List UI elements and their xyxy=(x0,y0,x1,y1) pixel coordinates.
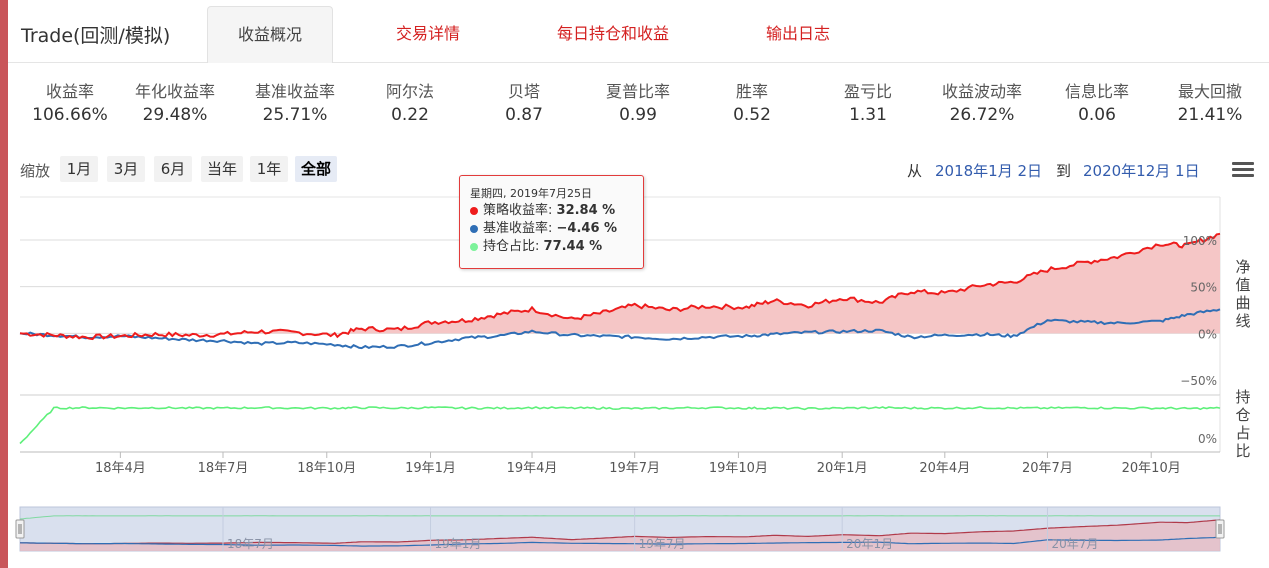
tab-trade-details[interactable]: 交易详情 xyxy=(395,24,460,43)
chart-menu-icon[interactable] xyxy=(1232,162,1254,180)
stat-label: 阿尔法 xyxy=(385,82,434,101)
y-axis-title: 线 xyxy=(1235,312,1250,330)
stat-label: 夏普比率 xyxy=(605,82,670,101)
navigator-tick-label: 19年7月 xyxy=(639,537,686,551)
stat-value: 0.99 xyxy=(619,105,657,125)
stat-label: 盈亏比 xyxy=(843,82,892,101)
stat-3: 阿尔法 0.22 xyxy=(355,82,465,128)
x-tick-label: 19年10月 xyxy=(709,461,768,476)
zoom-ytd-button[interactable]: 当年 xyxy=(201,156,243,182)
header: Trade(回测/模拟) 收益概况 交易详情 每日持仓和收益 输出日志 xyxy=(8,0,1269,63)
x-tick-label: 20年10月 xyxy=(1122,461,1181,476)
tooltip-date: 星期四, 2019年7月25日 xyxy=(470,187,592,200)
range-to-label: 到 xyxy=(1056,162,1072,180)
stat-value: 26.72% xyxy=(949,105,1015,125)
benchmark-dot-icon xyxy=(470,224,478,233)
zoom-3m-button[interactable]: 3月 xyxy=(107,156,145,182)
navigator-tick-label: 20年1月 xyxy=(846,537,893,551)
stat-value: 0.87 xyxy=(505,105,543,125)
x-tick-label: 18年7月 xyxy=(198,461,249,476)
stat-label: 年化收益率 xyxy=(134,82,215,101)
y2-axis-title: 比 xyxy=(1235,442,1250,460)
stat-value: 106.66% xyxy=(32,105,108,125)
tooltip-row-benchmark: 基准收益率: −4.46 % xyxy=(470,220,617,238)
tab-daily-positions[interactable]: 每日持仓和收益 xyxy=(556,24,669,43)
range-to-date[interactable]: 2020年12月 1日 xyxy=(1083,162,1200,180)
stat-value: 0.52 xyxy=(733,105,771,125)
stat-2: 基准收益率 25.71% xyxy=(240,82,350,128)
navigator-right-handle[interactable] xyxy=(1215,519,1225,539)
navigator-tick-label: 19年1月 xyxy=(435,537,482,551)
stat-4: 贝塔 0.87 xyxy=(469,82,579,128)
stat-label: 贝塔 xyxy=(507,82,540,101)
stat-value: 25.71% xyxy=(262,105,328,125)
navigator-area xyxy=(20,519,1220,551)
tooltip-row-position: 持仓占比: 77.44 % xyxy=(470,238,602,256)
stat-8: 收益波动率 26.72% xyxy=(927,82,1037,128)
zoom-all-button[interactable]: 全部 xyxy=(295,156,337,182)
x-tick-label: 19年1月 xyxy=(405,461,456,476)
y-tick-label: 0% xyxy=(1198,327,1217,341)
y2-axis-title: 持 xyxy=(1235,388,1250,406)
stat-label: 基准收益率 xyxy=(254,82,335,101)
x-tick-label: 19年4月 xyxy=(507,461,558,476)
stat-value: 21.41% xyxy=(1177,105,1243,125)
tab-output-log[interactable]: 输出日志 xyxy=(765,24,830,43)
stat-label: 收益波动率 xyxy=(941,82,1022,101)
y2-axis-title: 占 xyxy=(1235,424,1250,442)
benchmark-line xyxy=(19,308,1221,350)
x-tick-label: 18年10月 xyxy=(297,461,356,476)
navigator-benchmark-line xyxy=(19,536,1221,547)
stat-9: 信息比率 0.06 xyxy=(1042,82,1152,128)
stat-0: 收益率 106.66% xyxy=(15,82,125,128)
left-accent-bar xyxy=(0,0,8,568)
stat-label: 信息比率 xyxy=(1064,82,1129,101)
navigator-position-line xyxy=(19,515,1220,520)
position-line xyxy=(19,405,1221,445)
tab-overview[interactable]: 收益概况 xyxy=(207,6,333,63)
chart-tooltip: 星期四, 2019年7月25日 策略收益率: 32.84 % 基准收益率: −4… xyxy=(459,175,644,269)
navigator-tick-label: 20年7月 xyxy=(1051,537,1098,551)
stat-value: 29.48% xyxy=(142,105,208,125)
stat-value: 0.22 xyxy=(391,105,429,125)
zoom-1y-button[interactable]: 1年 xyxy=(250,156,288,182)
y2-tick-label: 0% xyxy=(1198,432,1217,446)
stat-label: 收益率 xyxy=(45,82,94,101)
position-dot-icon xyxy=(470,242,478,251)
y-axis-title: 曲 xyxy=(1235,294,1250,312)
y-tick-label: −50% xyxy=(1180,374,1217,388)
y-axis-title: 值 xyxy=(1235,276,1250,294)
navigator-left-handle[interactable] xyxy=(15,519,25,539)
stat-label: 胜率 xyxy=(735,82,768,101)
stat-1: 年化收益率 29.48% xyxy=(120,82,230,128)
y2-axis-title: 仓 xyxy=(1235,406,1250,424)
strategy-dot-icon xyxy=(470,206,478,215)
x-tick-label: 19年7月 xyxy=(609,461,660,476)
stat-value: 1.31 xyxy=(849,105,887,125)
app-title: Trade(回测/模拟) xyxy=(21,25,171,47)
x-tick-label: 20年1月 xyxy=(817,461,868,476)
tooltip-row-strategy: 策略收益率: 32.84 % xyxy=(470,202,615,220)
navigator-tick-label: 18年7月 xyxy=(227,537,274,551)
stat-6: 胜率 0.52 xyxy=(697,82,807,128)
x-tick-label: 20年7月 xyxy=(1022,461,1073,476)
zoom-6m-button[interactable]: 6月 xyxy=(154,156,192,182)
y-tick-label: 100% xyxy=(1183,234,1217,248)
x-tick-label: 20年4月 xyxy=(919,461,970,476)
stat-10: 最大回撤 21.41% xyxy=(1155,82,1265,128)
stat-7: 盈亏比 1.31 xyxy=(813,82,923,128)
range-from-date[interactable]: 2018年1月 2日 xyxy=(935,162,1043,180)
stat-value: 0.06 xyxy=(1078,105,1116,125)
zoom-1m-button[interactable]: 1月 xyxy=(60,156,98,182)
y-tick-label: 50% xyxy=(1190,281,1217,295)
stat-5: 夏普比率 0.99 xyxy=(583,82,693,128)
range-from-label: 从 xyxy=(907,162,923,180)
zoom-label: 缩放 xyxy=(20,162,51,180)
stat-label: 最大回撤 xyxy=(1177,82,1242,101)
navigator-strategy-line xyxy=(19,519,1221,545)
x-tick-label: 18年4月 xyxy=(95,461,146,476)
y-axis-title: 净 xyxy=(1235,258,1250,276)
navigator-mask[interactable] xyxy=(19,506,1221,552)
